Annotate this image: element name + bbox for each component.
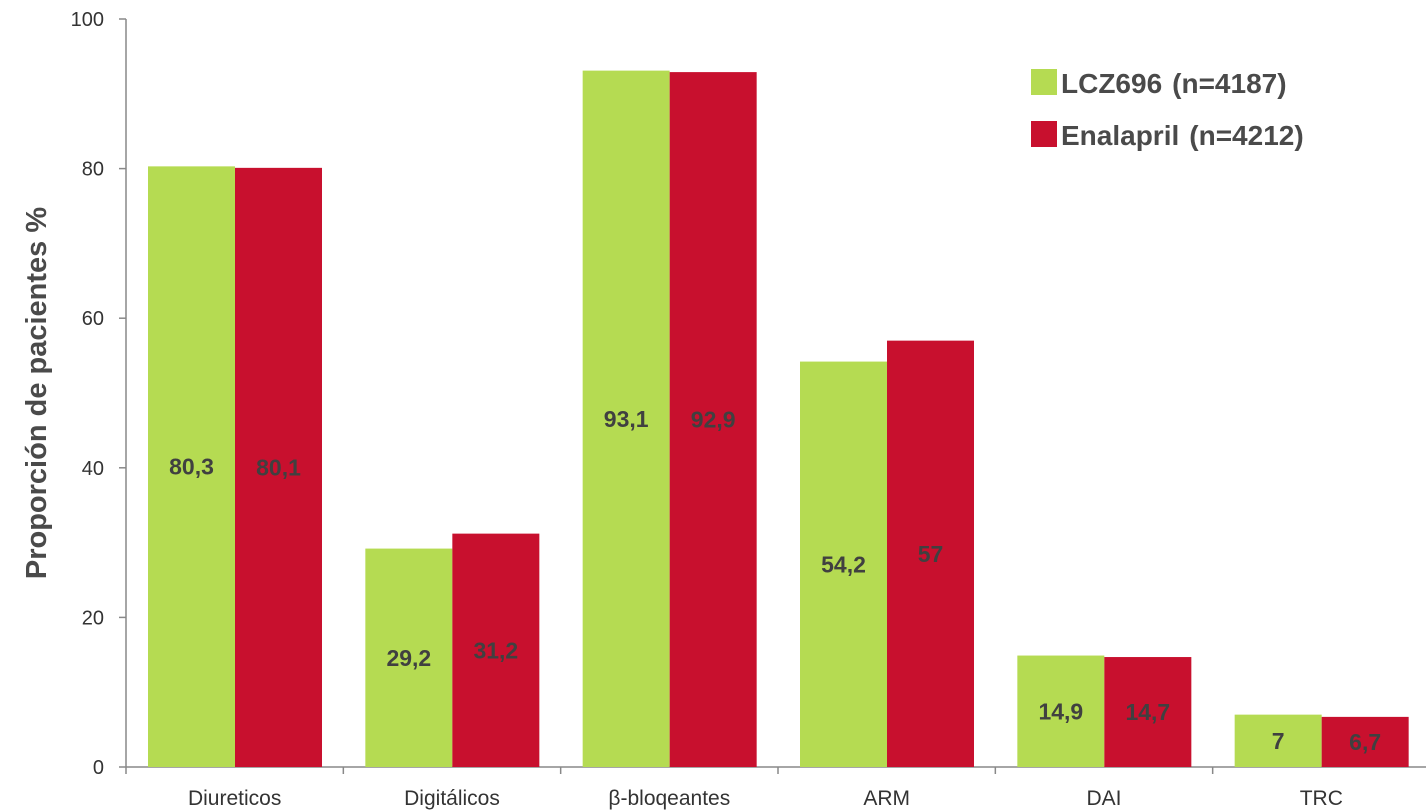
bar-value-label: 54,2 (821, 551, 866, 577)
bar (582, 70, 670, 767)
y-tick-label: 20 (82, 607, 104, 629)
bar-value-label: 14,7 (1125, 699, 1170, 725)
bar-value-label: 80,3 (169, 454, 214, 480)
axes: 0 20 40 60 80 100 Diureticos Digitálicos β-bloqe… (71, 9, 1426, 810)
bar (1234, 714, 1322, 767)
x-tick-label: DAI (1086, 787, 1121, 810)
y-tick-label: 80 (82, 159, 104, 181)
bar-value-label: 7 (1272, 728, 1285, 754)
bar (365, 548, 453, 767)
x-tick-label: β-bloqeantes (608, 787, 730, 810)
bar (1104, 657, 1192, 767)
bar-value-label: 92,9 (691, 407, 736, 433)
bar-value-label: 93,1 (604, 406, 649, 432)
y-axis-title: Proporción de pacientes % (21, 207, 53, 579)
bar-value-label: 6,7 (1349, 729, 1381, 755)
bar (800, 361, 887, 767)
bar (235, 167, 322, 768)
legend-note: (n=4212) (1189, 120, 1303, 151)
bar (1017, 655, 1105, 767)
x-tick-label: ARM (863, 787, 910, 810)
bar (148, 166, 235, 767)
bar (669, 72, 757, 767)
bar-value-labels: 80,3 80,1 29,2 31,2 93,1 92,9 54,2 57 14,9 14,7 7 6… (169, 406, 1381, 755)
y-tick-label: 100 (71, 9, 104, 31)
legend-label: LCZ696 (n=4187) (1061, 68, 1287, 99)
bar-value-label: 31,2 (473, 637, 518, 663)
y-tick-label: 40 (82, 458, 104, 480)
bar (452, 533, 540, 767)
legend: LCZ696 (n=4187) Enalapril (n=4212) (1031, 68, 1304, 151)
bar (1321, 716, 1409, 767)
legend-note: (n=4187) (1172, 68, 1286, 99)
legend-swatch (1031, 121, 1057, 147)
y-tick-label: 0 (93, 757, 104, 779)
y-tick-label: 60 (82, 308, 104, 330)
bars (148, 70, 1409, 768)
bar-value-label: 29,2 (386, 645, 431, 671)
legend-label: Enalapril (n=4212) (1061, 120, 1304, 151)
legend-swatch (1031, 69, 1057, 95)
bar-value-label: 57 (918, 541, 944, 567)
bar-value-label: 80,1 (256, 454, 301, 480)
x-tick-label: TRC (1300, 787, 1343, 810)
bar (887, 340, 974, 767)
x-tick-label: Diureticos (188, 787, 281, 810)
bar-value-label: 14,9 (1038, 698, 1083, 724)
x-tick-label: Digitálicos (404, 787, 500, 810)
